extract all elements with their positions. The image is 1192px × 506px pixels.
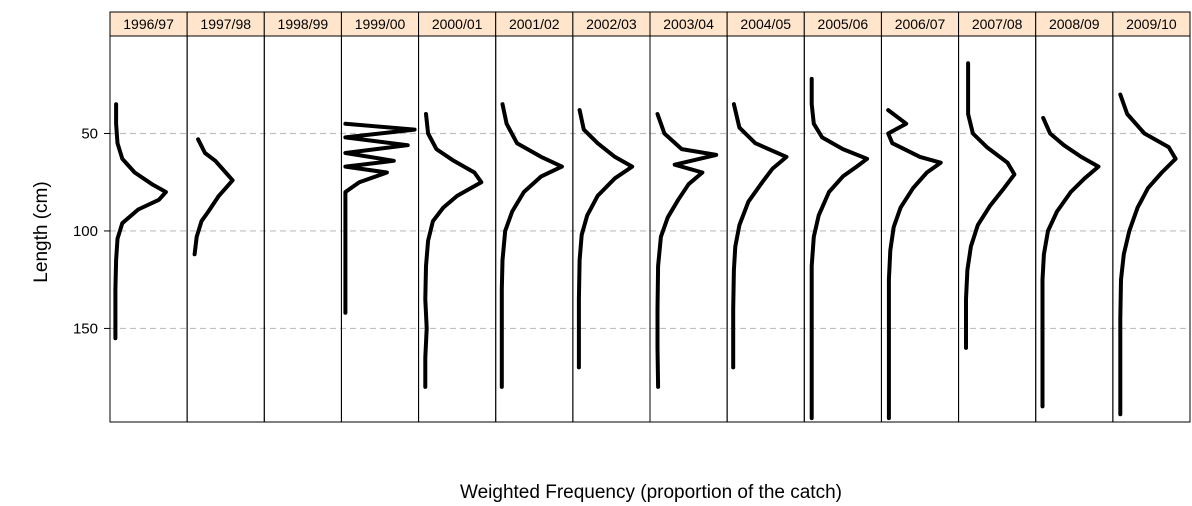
strip-label: 2000/01: [432, 16, 483, 32]
strip-label: 2005/06: [818, 16, 869, 32]
y-axis: 50 100 150: [73, 125, 110, 337]
strip-label: 2006/07: [895, 16, 946, 32]
strip-label: 2009/10: [1126, 16, 1177, 32]
series-lines: [113, 61, 1178, 421]
strip-label: 1999/00: [355, 16, 406, 32]
y-axis-title: Length (cm): [31, 181, 52, 282]
y-tick-label: 150: [73, 320, 98, 337]
series-line-1999-00: [343, 121, 417, 315]
series-line-2001-02: [499, 102, 564, 389]
strip-7: [649, 11, 728, 37]
y-tick-label: 50: [81, 125, 98, 142]
strip-label: 2003/04: [663, 16, 714, 32]
strip-8: [726, 11, 805, 37]
series-line-2006-07: [886, 108, 943, 421]
series-line-2004-05: [731, 102, 789, 370]
strip-label: 1998/99: [278, 16, 329, 32]
x-axis-title: Weighted Frequency (proportion of the ca…: [460, 482, 842, 503]
series-line-2002-03: [576, 108, 635, 370]
panel-11: [958, 35, 1037, 423]
strip-label: 2004/05: [740, 16, 791, 32]
series-line-1997-98: [192, 137, 235, 257]
series-line-2000-01: [423, 112, 484, 389]
strips: 1996/97 1997/98 1998/99 1999/00 2000/01 2001/…: [109, 11, 1191, 37]
series-line-2009-10: [1118, 92, 1178, 417]
strip-0: [109, 11, 188, 37]
strip-label: 2008/09: [1049, 16, 1100, 32]
panel-2: [263, 35, 342, 423]
strip-label: 2001/02: [509, 16, 560, 32]
strip-9: [803, 11, 882, 37]
panels: [109, 35, 1191, 423]
series-line-2008-09: [1040, 115, 1101, 409]
series-line-2007-08: [964, 61, 1017, 350]
strip-1: [186, 11, 265, 37]
panel-3: [340, 35, 420, 423]
strip-label: 2002/03: [586, 16, 637, 32]
strip-4: [418, 11, 497, 37]
strip-12: [1035, 11, 1114, 37]
strip-11: [958, 11, 1037, 37]
series-line-1996-97: [113, 102, 168, 341]
y-tick-label: 100: [73, 223, 98, 240]
strip-label: 1996/97: [123, 16, 174, 32]
strip-3: [340, 11, 420, 37]
series-line-2003-04: [655, 112, 719, 389]
strip-label: 1997/98: [200, 16, 251, 32]
strip-label: 2007/08: [972, 16, 1023, 32]
series-line-2005-06: [809, 76, 870, 421]
strip-13: [1112, 11, 1191, 37]
strip-2: [263, 11, 342, 37]
strip-5: [495, 11, 574, 37]
panel-13: [1112, 35, 1191, 423]
